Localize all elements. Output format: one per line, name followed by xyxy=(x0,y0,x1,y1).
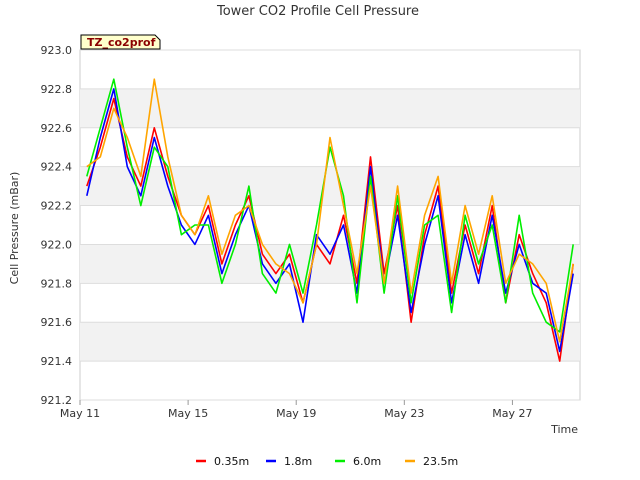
legend-label: 0.35m xyxy=(214,455,249,468)
series-lines xyxy=(86,78,574,362)
x-tick-label: May 27 xyxy=(492,407,532,420)
y-tick-label: 922.8 xyxy=(41,83,73,96)
y-tick-label: 922.0 xyxy=(41,238,73,251)
legend: 0.35m 1.8m 6.0m 23.5m xyxy=(196,455,458,468)
series-line-1.8m xyxy=(86,88,574,353)
y-tick-label: 921.8 xyxy=(41,277,73,290)
y-tick-label: 922.6 xyxy=(41,122,73,135)
y-tick-label: 923.0 xyxy=(41,44,73,57)
x-tick-label: May 11 xyxy=(60,407,100,420)
gridlines xyxy=(80,49,580,401)
badge-label: TZ_co2prof xyxy=(87,36,156,49)
grid-band xyxy=(80,322,580,362)
legend-label: 6.0m xyxy=(353,455,381,468)
series-line-6.0m xyxy=(86,78,574,333)
grid-band xyxy=(80,166,580,206)
plot-area xyxy=(79,49,581,401)
series-line-0.35m xyxy=(86,97,574,362)
x-tick-label: May 15 xyxy=(168,407,208,420)
x-axis-title: Time xyxy=(550,423,578,436)
y-axis-ticks: 921.2 921.4 921.6 921.8 922.0 922.2 922.4 922.6… xyxy=(41,44,73,407)
series-line-23.5m xyxy=(86,78,574,343)
y-tick-label: 921.6 xyxy=(41,316,73,329)
y-tick-label: 921.4 xyxy=(41,355,73,368)
y-tick-label: 921.2 xyxy=(41,394,73,407)
chart-title: Tower CO2 Profile Cell Pressure xyxy=(216,4,419,19)
dataset-badge: TZ_co2prof xyxy=(80,34,161,50)
x-axis-ticks: May 11 May 15 May 19 May 23 May 27 xyxy=(60,400,533,420)
grid-band xyxy=(80,88,580,128)
badge-box xyxy=(80,34,161,50)
legend-label: 23.5m xyxy=(423,455,458,468)
y-axis-title: Cell Pressure (mBar) xyxy=(8,172,21,285)
x-tick-label: May 23 xyxy=(384,407,424,420)
x-tick-label: May 19 xyxy=(276,407,316,420)
legend-label: 1.8m xyxy=(284,455,312,468)
y-tick-label: 922.2 xyxy=(41,200,73,213)
y-tick-label: 922.4 xyxy=(41,161,73,174)
